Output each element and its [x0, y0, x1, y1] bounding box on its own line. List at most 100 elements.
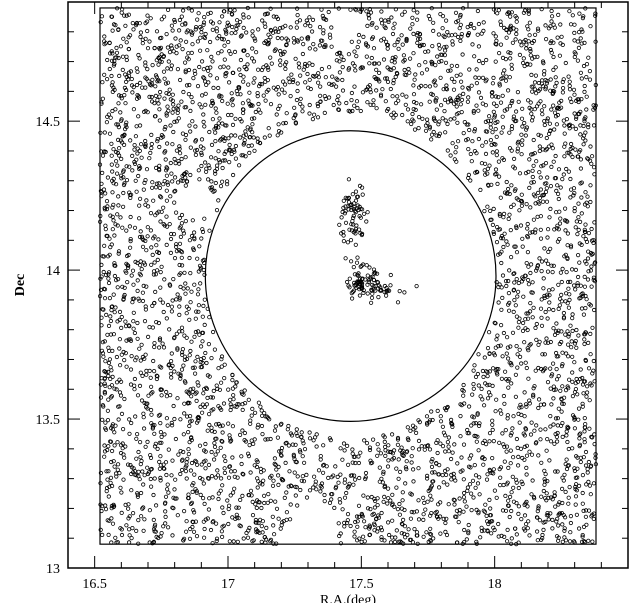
- data-point: [238, 92, 243, 97]
- data-point: [583, 330, 588, 335]
- data-point: [564, 433, 569, 438]
- data-point: [346, 66, 352, 71]
- data-point: [129, 535, 134, 541]
- data-point: [123, 319, 128, 324]
- data-point: [227, 147, 232, 152]
- data-point: [347, 276, 352, 281]
- data-point: [148, 150, 153, 155]
- data-point: [509, 124, 515, 129]
- data-point: [106, 270, 112, 275]
- data-point: [287, 517, 293, 522]
- data-point: [337, 533, 342, 539]
- data-point: [134, 436, 139, 441]
- data-point: [117, 73, 122, 79]
- data-point: [580, 375, 585, 381]
- data-point: [221, 37, 226, 42]
- data-point: [379, 21, 385, 26]
- data-point: [129, 353, 134, 359]
- data-point: [257, 141, 263, 146]
- data-point: [111, 218, 116, 223]
- data-point: [400, 517, 406, 523]
- data-point: [120, 67, 125, 73]
- data-point: [378, 92, 384, 97]
- data-point: [363, 475, 368, 480]
- data-point: [150, 62, 155, 68]
- data-point: [568, 323, 573, 328]
- data-point: [228, 407, 233, 413]
- data-point: [472, 363, 477, 368]
- data-point: [566, 74, 571, 79]
- data-point: [475, 8, 480, 14]
- data-point: [542, 477, 547, 482]
- data-point: [180, 263, 185, 268]
- data-point: [109, 73, 114, 79]
- data-point: [209, 473, 215, 479]
- data-point: [129, 488, 134, 493]
- data-point: [557, 106, 562, 111]
- data-point: [587, 426, 592, 431]
- data-point: [519, 132, 524, 137]
- data-point: [128, 237, 133, 242]
- data-point: [396, 37, 401, 42]
- data-point: [371, 98, 376, 103]
- data-point: [114, 277, 119, 283]
- data-point: [514, 436, 520, 442]
- data-point: [102, 243, 107, 248]
- data-point: [539, 460, 544, 465]
- data-point: [578, 132, 583, 137]
- data-point: [585, 470, 590, 475]
- data-point: [295, 13, 300, 18]
- data-point: [193, 316, 198, 321]
- data-point: [548, 128, 553, 133]
- data-point: [336, 50, 342, 55]
- data-point: [278, 62, 283, 68]
- data-point: [364, 42, 369, 48]
- data-point: [407, 56, 413, 61]
- data-point: [531, 394, 536, 399]
- data-point: [102, 339, 107, 344]
- data-point: [502, 108, 507, 113]
- data-point: [586, 340, 591, 345]
- data-point: [565, 279, 571, 285]
- data-point: [211, 85, 216, 91]
- data-point: [186, 429, 191, 435]
- data-point: [159, 209, 164, 214]
- data-point: [233, 133, 238, 138]
- data-point: [161, 462, 166, 467]
- data-point: [376, 70, 382, 76]
- data-point: [526, 9, 531, 14]
- data-point: [507, 494, 513, 499]
- data-point: [428, 532, 434, 537]
- data-point: [299, 430, 304, 435]
- data-point: [246, 82, 251, 87]
- data-point: [184, 83, 190, 88]
- data-point: [514, 343, 519, 349]
- data-point: [141, 283, 146, 288]
- data-point: [272, 428, 278, 433]
- data-point: [352, 272, 357, 277]
- data-point: [273, 462, 278, 467]
- data-point: [202, 124, 207, 129]
- data-point: [571, 87, 577, 92]
- data-point: [199, 150, 204, 155]
- data-point: [585, 194, 590, 199]
- data-point: [168, 250, 173, 255]
- data-point: [513, 303, 518, 308]
- data-point: [532, 230, 538, 235]
- data-point: [343, 220, 349, 225]
- data-point: [128, 138, 133, 143]
- data-point: [216, 496, 221, 502]
- data-point: [158, 478, 163, 483]
- data-point: [503, 278, 509, 284]
- data-point: [551, 384, 556, 389]
- data-point: [322, 492, 327, 498]
- data-point: [493, 345, 498, 350]
- data-point: [183, 70, 188, 75]
- data-point: [210, 395, 215, 400]
- data-point: [436, 485, 442, 490]
- data-point: [580, 401, 585, 406]
- data-point: [108, 480, 113, 485]
- data-point: [284, 60, 289, 65]
- data-point: [525, 221, 530, 227]
- data-point: [117, 309, 123, 314]
